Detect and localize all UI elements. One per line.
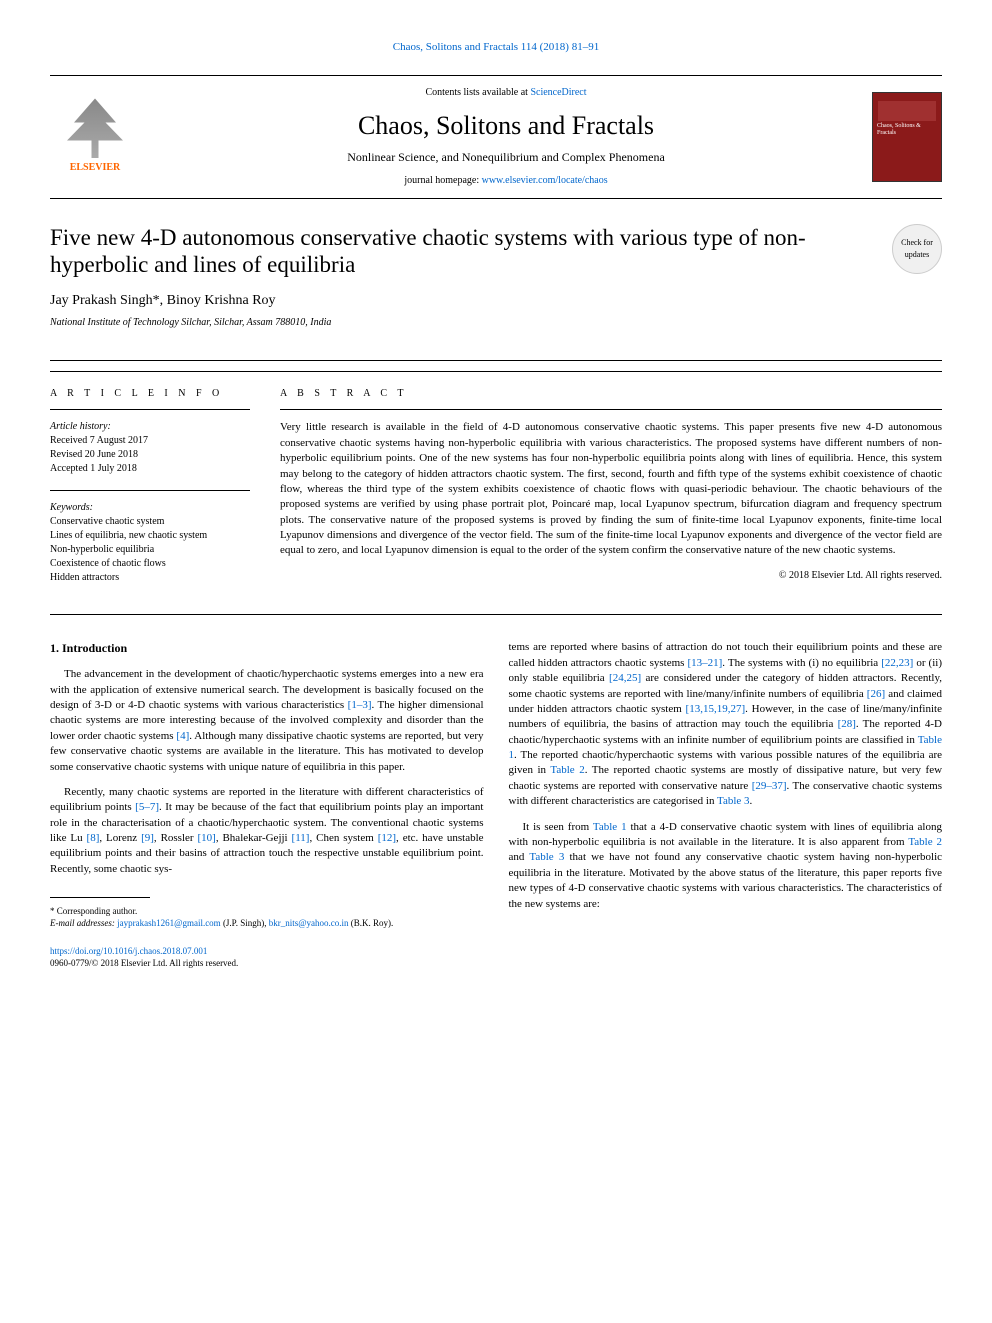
right-column: tems are reported where basins of attrac… [509, 640, 943, 969]
table-link[interactable]: Table 3 [717, 795, 750, 807]
article-history: Article history: Received 7 August 2017 … [50, 420, 250, 476]
revised-date: Revised 20 June 2018 [50, 448, 250, 462]
footnote: * Corresponding author. E-mail addresses… [50, 906, 484, 929]
accepted-date: Accepted 1 July 2018 [50, 462, 250, 476]
abstract-heading: A B S T R A C T [280, 387, 942, 401]
elsevier-tree-icon [60, 98, 130, 158]
body-paragraph: It is seen from Table 1 that a 4-D conse… [509, 820, 943, 912]
journal-name: Chaos, Solitons and Fractals [155, 108, 857, 144]
reference-link[interactable]: [12] [378, 832, 396, 844]
email-link[interactable]: jayprakash1261@gmail.com [117, 918, 221, 928]
keyword: Hidden attractors [50, 571, 250, 585]
reference-link[interactable]: [11] [292, 832, 310, 844]
divider [50, 490, 250, 491]
journal-header-box: ELSEVIER Contents lists available at Sci… [50, 75, 942, 198]
running-header-link[interactable]: Chaos, Solitons and Fractals 114 (2018) … [393, 41, 599, 53]
elsevier-text: ELSEVIER [70, 161, 121, 175]
reference-link[interactable]: [1–3] [348, 699, 372, 711]
homepage-line: journal homepage: www.elsevier.com/locat… [155, 174, 857, 188]
body-columns: 1. Introduction The advancement in the d… [50, 640, 942, 969]
reference-link[interactable]: [4] [176, 730, 189, 742]
journal-cover-thumbnail[interactable]: Chaos, Solitons & Fractals [872, 92, 942, 182]
contents-line: Contents lists available at ScienceDirec… [155, 86, 857, 100]
footnote-separator [50, 897, 150, 898]
authors: Jay Prakash Singh*, Binoy Krishna Roy [50, 291, 877, 311]
reference-link[interactable]: [22,23] [881, 657, 913, 669]
meta-abstract-row: A R T I C L E I N F O Article history: R… [50, 371, 942, 615]
article-header: Five new 4-D autonomous conservative cha… [50, 224, 942, 346]
reference-link[interactable]: [13–21] [687, 657, 722, 669]
keyword: Lines of equilibria, new chaotic system [50, 529, 250, 543]
email-link[interactable]: bkr_nits@yahoo.co.in [269, 918, 349, 928]
body-paragraph: The advancement in the development of ch… [50, 667, 484, 775]
table-link[interactable]: Table 3 [529, 851, 564, 863]
article-title: Five new 4-D autonomous conservative cha… [50, 224, 877, 279]
table-link[interactable]: Table 2 [550, 764, 584, 776]
affiliation: National Institute of Technology Silchar… [50, 316, 877, 330]
homepage-link[interactable]: www.elsevier.com/locate/chaos [482, 175, 608, 186]
email-author: (B.K. Roy). [351, 918, 394, 928]
intro-heading: 1. Introduction [50, 640, 484, 657]
reference-link[interactable]: [29–37] [752, 780, 787, 792]
received-date: Received 7 August 2017 [50, 434, 250, 448]
doi-block: https://doi.org/10.1016/j.chaos.2018.07.… [50, 945, 484, 970]
table-link[interactable]: Table 1 [509, 734, 943, 761]
keywords-section: Keywords: Conservative chaotic system Li… [50, 501, 250, 585]
contents-label: Contents lists available at [425, 87, 527, 98]
divider [280, 409, 942, 410]
cover-label: Chaos, Solitons & Fractals [877, 123, 941, 136]
reference-link[interactable]: [24,25] [609, 672, 641, 684]
check-updates-label: Check for updates [893, 237, 941, 259]
doi-link[interactable]: https://doi.org/10.1016/j.chaos.2018.07.… [50, 946, 207, 956]
reference-link[interactable]: [26] [867, 688, 885, 700]
check-updates-badge[interactable]: Check for updates [892, 224, 942, 274]
reference-link[interactable]: [13,15,19,27] [686, 703, 746, 715]
body-paragraph: tems are reported where basins of attrac… [509, 640, 943, 809]
reference-link[interactable]: [8] [87, 832, 100, 844]
reference-link[interactable]: [28] [838, 718, 856, 730]
header-center: Contents lists available at ScienceDirec… [155, 86, 857, 187]
article-info-heading: A R T I C L E I N F O [50, 387, 250, 401]
article-info-column: A R T I C L E I N F O Article history: R… [50, 387, 250, 599]
abstract-text: Very little research is available in the… [280, 420, 942, 559]
homepage-label: journal homepage: [404, 175, 479, 186]
divider [50, 360, 942, 361]
running-header: Chaos, Solitons and Fractals 114 (2018) … [50, 40, 942, 55]
abstract-column: A B S T R A C T Very little research is … [280, 387, 942, 599]
sciencedirect-link[interactable]: ScienceDirect [530, 87, 586, 98]
issn-copyright: 0960-0779/© 2018 Elsevier Ltd. All right… [50, 957, 484, 970]
reference-link[interactable]: [5–7] [135, 801, 159, 813]
keyword: Non-hyperbolic equilibria [50, 543, 250, 557]
email-line: E-mail addresses: jayprakash1261@gmail.c… [50, 918, 484, 930]
journal-subtitle: Nonlinear Science, and Nonequilibrium an… [155, 149, 857, 166]
left-column: 1. Introduction The advancement in the d… [50, 640, 484, 969]
reference-link[interactable]: [9] [141, 832, 154, 844]
divider [50, 409, 250, 410]
email-author: (J.P. Singh), [223, 918, 267, 928]
keyword: Coexistence of chaotic flows [50, 557, 250, 571]
email-label: E-mail addresses: [50, 918, 115, 928]
elsevier-logo[interactable]: ELSEVIER [50, 92, 140, 182]
corresponding-author: * Corresponding author. [50, 906, 484, 918]
reference-link[interactable]: [10] [197, 832, 215, 844]
keywords-label: Keywords: [50, 501, 250, 515]
table-link[interactable]: Table 1 [593, 821, 627, 833]
keyword: Conservative chaotic system [50, 515, 250, 529]
table-link[interactable]: Table 2 [908, 836, 942, 848]
body-paragraph: Recently, many chaotic systems are repor… [50, 785, 484, 877]
history-label: Article history: [50, 420, 250, 434]
abstract-copyright: © 2018 Elsevier Ltd. All rights reserved… [280, 569, 942, 583]
